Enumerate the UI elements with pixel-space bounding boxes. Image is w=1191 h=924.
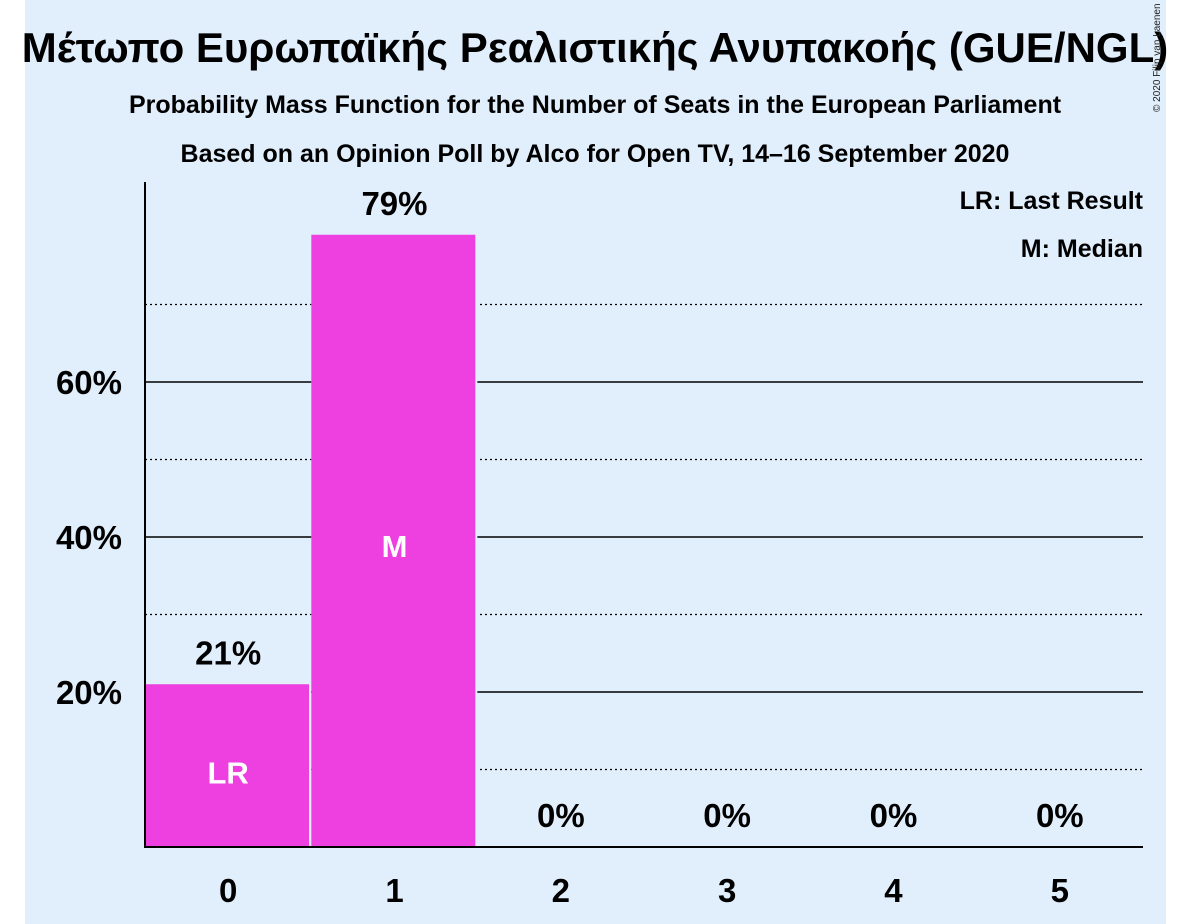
x-tick-label-3: 3 [718, 872, 736, 909]
data-label-4: 0% [870, 797, 918, 834]
bar-marker-1: M [382, 529, 408, 564]
y-tick-label-1: 40% [56, 519, 122, 556]
chart-title: Μέτωπο Ευρωπαϊκής Ρεαλιστικής Ανυπακοής … [22, 24, 1168, 71]
bar-marker-0: LR [208, 756, 249, 791]
data-label-2: 0% [537, 797, 585, 834]
legend-median: M: Median [1021, 235, 1143, 263]
y-tick-label-0: 20% [56, 674, 122, 711]
x-tick-label-5: 5 [1051, 872, 1069, 909]
chart-subtitle-2: Based on an Opinion Poll by Alco for Ope… [181, 140, 1010, 168]
data-label-1: 79% [361, 185, 427, 222]
bars [145, 232, 478, 847]
x-tick-label-0: 0 [219, 872, 237, 909]
data-label-0: 21% [195, 634, 261, 671]
x-tick-label-2: 2 [552, 872, 570, 909]
bar-0 [145, 684, 309, 847]
x-tick-label-1: 1 [385, 872, 403, 909]
axes [144, 182, 1143, 848]
data-label-3: 0% [703, 797, 751, 834]
data-label-5: 0% [1036, 797, 1084, 834]
legend-last-result: LR: Last Result [960, 187, 1144, 215]
chart-subtitle: Probability Mass Function for the Number… [129, 91, 1062, 119]
copyright-note: © 2020 Filip van Laenen [1152, 3, 1163, 112]
data-labels: 21% LR 0 79% M 1 0% 2 0% 3 0% 4 0% 5 [195, 185, 1084, 909]
bar-1 [311, 234, 476, 847]
x-tick-label-4: 4 [884, 872, 903, 909]
y-tick-label-2: 60% [56, 364, 122, 401]
